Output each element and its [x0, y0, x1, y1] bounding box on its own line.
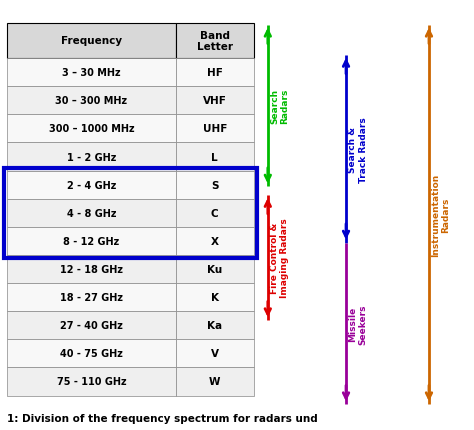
Bar — [7, 171, 176, 199]
Text: X: X — [211, 237, 219, 246]
Bar — [176, 283, 254, 311]
Text: 18 - 27 GHz: 18 - 27 GHz — [60, 292, 123, 302]
Text: UHF: UHF — [202, 124, 227, 134]
Bar — [7, 87, 176, 115]
Text: 1 - 2 GHz: 1 - 2 GHz — [67, 152, 116, 162]
Text: 8 - 12 GHz: 8 - 12 GHz — [64, 237, 119, 246]
Bar — [176, 87, 254, 115]
Bar — [176, 143, 254, 171]
Text: K: K — [211, 292, 219, 302]
Text: 300 – 1000 MHz: 300 – 1000 MHz — [49, 124, 134, 134]
Bar — [176, 340, 254, 368]
Text: 40 - 75 GHz: 40 - 75 GHz — [60, 349, 123, 359]
Text: Fire Control &
Imaging Radars: Fire Control & Imaging Radars — [270, 218, 289, 298]
Bar — [176, 24, 254, 59]
Text: 27 - 40 GHz: 27 - 40 GHz — [60, 320, 123, 331]
Bar — [7, 199, 176, 227]
Bar — [7, 227, 176, 255]
Bar — [176, 59, 254, 87]
Text: S: S — [211, 180, 219, 190]
Text: Missile
Seekers: Missile Seekers — [348, 304, 367, 344]
Bar — [7, 283, 176, 311]
Bar — [176, 115, 254, 143]
Text: HF: HF — [207, 68, 223, 78]
Text: 75 - 110 GHz: 75 - 110 GHz — [57, 377, 127, 387]
Bar — [7, 311, 176, 340]
Bar — [7, 143, 176, 171]
Text: Frequency: Frequency — [61, 36, 122, 46]
Bar — [176, 199, 254, 227]
Text: 30 – 300 MHz: 30 – 300 MHz — [55, 96, 128, 106]
Text: W: W — [209, 377, 220, 387]
Text: Search &
Track Radars: Search & Track Radars — [348, 117, 367, 182]
Text: Ku: Ku — [207, 264, 222, 274]
Bar — [176, 171, 254, 199]
Text: Search
Radars: Search Radars — [270, 89, 289, 124]
Bar — [176, 368, 254, 396]
Bar — [176, 311, 254, 340]
Bar — [7, 340, 176, 368]
Bar — [7, 368, 176, 396]
Text: Instrumentation
Radars: Instrumentation Radars — [431, 173, 450, 257]
Text: 3 – 30 MHz: 3 – 30 MHz — [62, 68, 121, 78]
Bar — [7, 59, 176, 87]
Text: VHF: VHF — [203, 96, 227, 106]
Bar — [176, 227, 254, 255]
Bar — [7, 255, 176, 283]
Bar — [4, 168, 257, 258]
Text: 2 - 4 GHz: 2 - 4 GHz — [67, 180, 116, 190]
Text: 12 - 18 GHz: 12 - 18 GHz — [60, 264, 123, 274]
Text: 4 - 8 GHz: 4 - 8 GHz — [67, 208, 116, 218]
Text: Band
Letter: Band Letter — [197, 31, 233, 52]
Text: V: V — [211, 349, 219, 359]
Text: Ka: Ka — [207, 320, 222, 331]
Bar — [7, 24, 176, 59]
Text: C: C — [211, 208, 219, 218]
Text: 1: Division of the frequency spectrum for radars und: 1: Division of the frequency spectrum fo… — [7, 413, 318, 423]
Text: L: L — [211, 152, 218, 162]
Bar — [7, 115, 176, 143]
Bar — [176, 255, 254, 283]
